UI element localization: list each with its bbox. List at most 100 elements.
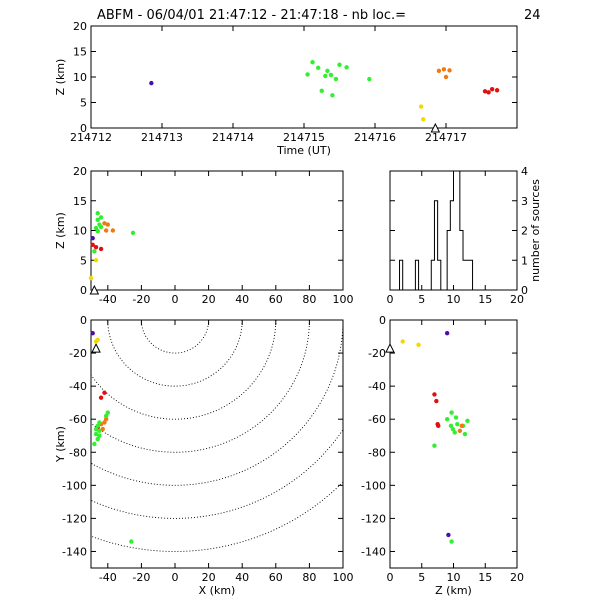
data-point	[444, 331, 450, 336]
data-point	[316, 65, 321, 71]
x-tick-label: 214717	[425, 131, 467, 144]
x-axis-title: X (km)	[199, 584, 236, 597]
data-point	[434, 398, 439, 404]
data-point	[97, 420, 102, 425]
data-point	[328, 72, 334, 78]
data-point	[97, 433, 102, 438]
y-tick-label: -40	[368, 380, 386, 393]
data-point	[98, 215, 104, 220]
data-point	[436, 423, 441, 429]
y-tick-label: 5	[80, 254, 87, 267]
data-point	[450, 426, 456, 432]
data-point	[444, 417, 450, 422]
data-point	[95, 436, 100, 442]
station-marker	[385, 342, 395, 353]
data-point	[92, 249, 97, 254]
data-point	[344, 65, 349, 70]
data-point	[305, 72, 310, 77]
histogram-outline	[390, 170, 517, 291]
x-tick-label: 40	[235, 293, 249, 306]
data-point	[421, 117, 426, 122]
x-tick-label: 15	[478, 571, 492, 584]
y-tick-label: 15	[73, 46, 87, 59]
data-point	[92, 441, 97, 447]
y-tick-label: -100	[361, 479, 386, 492]
data-point	[103, 228, 109, 233]
x-tick-label: 214716	[354, 131, 396, 144]
y-tick-label: 3	[521, 195, 528, 208]
data-point	[95, 217, 100, 222]
data-point	[319, 88, 324, 93]
x_y-panel: -40 -20 0 20 40 60 80 100 0 -20 -40 -60 -80 -100 -120 -…	[54, 314, 354, 597]
y-tick-label: 15	[73, 195, 87, 208]
data-point	[482, 89, 488, 94]
y-tick-label: -20	[69, 347, 87, 360]
data-point	[447, 68, 452, 73]
figure-title: ABFM - 06/04/01 21:47:12 - 21:47:18 - nb…	[97, 8, 406, 23]
data-point	[98, 395, 104, 400]
y-tick-label: 0	[80, 122, 87, 135]
x-tick-label: -40	[99, 293, 117, 306]
data-point	[453, 415, 459, 420]
data-point	[95, 337, 100, 343]
data-point	[489, 87, 495, 92]
data-point	[93, 244, 99, 250]
y-tick-label: 0	[521, 284, 528, 297]
x-axis-title: Z (km)	[435, 584, 472, 597]
y-tick-label: 2	[521, 225, 528, 238]
x-tick-label: 100	[333, 293, 354, 306]
data-point	[102, 221, 107, 226]
x-tick-label: 5	[418, 571, 425, 584]
data-point	[432, 392, 437, 397]
x-tick-label: 20	[202, 571, 216, 584]
x-tick-label: 214713	[141, 131, 183, 144]
x_y-frame	[90, 319, 344, 569]
y-tick-label: -80	[69, 446, 87, 459]
data-point	[149, 80, 154, 86]
data-point	[95, 211, 100, 216]
data-point	[367, 76, 372, 82]
data-point	[449, 410, 454, 415]
station-marker	[89, 284, 100, 295]
data-point	[432, 443, 437, 448]
x-tick-label: 0	[387, 293, 394, 306]
data-point	[459, 423, 464, 429]
data-point	[436, 68, 442, 74]
data-point	[93, 426, 99, 432]
y-tick-label: -120	[62, 512, 87, 525]
data-point	[105, 222, 111, 227]
y-tick-label: -20	[368, 347, 386, 360]
station-marker	[430, 122, 441, 133]
y-tick-label: -140	[62, 545, 87, 558]
x-tick-label: -20	[132, 571, 150, 584]
x-tick-label: 10	[447, 571, 461, 584]
data-point	[446, 532, 451, 538]
y-tick-label: 10	[73, 71, 87, 84]
data-point	[95, 228, 100, 234]
data-point	[102, 420, 107, 425]
data-point	[129, 539, 134, 544]
x-axis-title: Time (UT)	[276, 144, 331, 157]
x-tick-label: -40	[99, 571, 117, 584]
x-tick-label: 5	[418, 293, 425, 306]
z_y-panel: 0 5 10 15 20 0 -20 -40 -60 -80 -100 -120 -140 Z (km)	[361, 314, 524, 597]
x-tick-label: 0	[172, 571, 179, 584]
data-point	[462, 431, 468, 437]
data-point	[103, 417, 109, 422]
data-point	[333, 76, 339, 82]
x-tick-label: 20	[510, 571, 524, 584]
y-tick-label: -60	[368, 413, 386, 426]
y-tick-label: 20	[73, 165, 87, 178]
data-point	[416, 342, 421, 347]
x-tick-label: 80	[302, 293, 316, 306]
x-tick-label: 60	[269, 293, 283, 306]
x-tick-label: 214714	[212, 131, 254, 144]
x-tick-label: 100	[333, 571, 354, 584]
x-tick-label: 80	[302, 571, 316, 584]
y-tick-label: -100	[62, 479, 87, 492]
data-point	[323, 73, 328, 79]
data-point	[448, 423, 454, 429]
data-point	[441, 67, 447, 72]
data-point	[449, 539, 454, 544]
data-point	[494, 88, 500, 93]
